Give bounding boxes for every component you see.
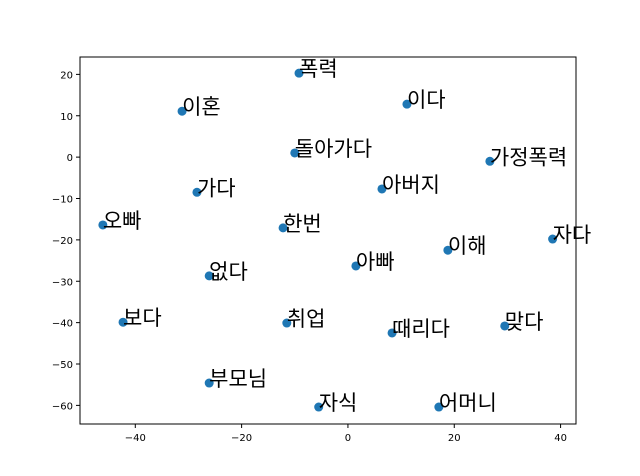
point-label: 가정폭력 — [490, 145, 567, 169]
point-label: 이다 — [407, 88, 446, 112]
point — [377, 184, 387, 194]
x-tick-label: 40 — [554, 433, 567, 444]
x-tick-label: 20 — [448, 433, 461, 444]
x-tick-label: 0 — [345, 433, 351, 444]
y-tick-label: −10 — [52, 195, 73, 206]
point-label: 아버지 — [382, 173, 440, 197]
point-label: 때리다 — [392, 317, 450, 341]
point-label: 폭력 — [299, 57, 338, 81]
point — [294, 68, 304, 78]
point — [485, 156, 495, 166]
point — [192, 187, 202, 197]
y-tick-label: −30 — [52, 277, 73, 288]
point-label: 아빠 — [356, 250, 395, 274]
point-label: 자식 — [319, 391, 358, 415]
point — [118, 317, 128, 327]
point-label: 자다 — [553, 223, 592, 247]
y-tick-label: 0 — [67, 153, 73, 164]
y-tick-label: 20 — [60, 70, 73, 81]
point-label: 취업 — [287, 307, 326, 331]
point — [443, 245, 453, 255]
point-label: 이해 — [448, 234, 487, 258]
point — [351, 261, 361, 271]
point-label: 어머니 — [439, 391, 497, 415]
point — [434, 402, 444, 412]
x-tick-label: −40 — [125, 433, 146, 444]
point — [204, 378, 214, 388]
point — [500, 321, 510, 331]
point — [387, 328, 397, 338]
point — [278, 223, 288, 233]
point — [290, 148, 300, 158]
point — [282, 318, 292, 328]
point — [204, 271, 214, 281]
point-label: 가다 — [197, 176, 236, 200]
point-label: 보다 — [123, 306, 162, 330]
point-label: 이혼 — [182, 95, 221, 119]
point — [98, 220, 108, 230]
point — [548, 234, 558, 244]
point-label: 없다 — [209, 260, 248, 284]
point-label: 부모님 — [209, 367, 267, 391]
point-label: 맞다 — [505, 310, 544, 334]
point-label: 돌아가다 — [295, 137, 372, 161]
y-tick-label: −50 — [52, 360, 73, 371]
y-tick-label: 10 — [60, 112, 73, 123]
y-tick-label: −20 — [52, 236, 73, 247]
point — [177, 106, 187, 116]
x-tick-label: −20 — [231, 433, 252, 444]
point — [402, 99, 412, 109]
point-label: 오빠 — [103, 209, 142, 233]
y-tick-label: −40 — [52, 319, 73, 330]
point — [314, 402, 324, 412]
point-label: 한번 — [283, 212, 322, 236]
y-tick-label: −60 — [52, 401, 73, 412]
plot-frame — [79, 56, 577, 425]
